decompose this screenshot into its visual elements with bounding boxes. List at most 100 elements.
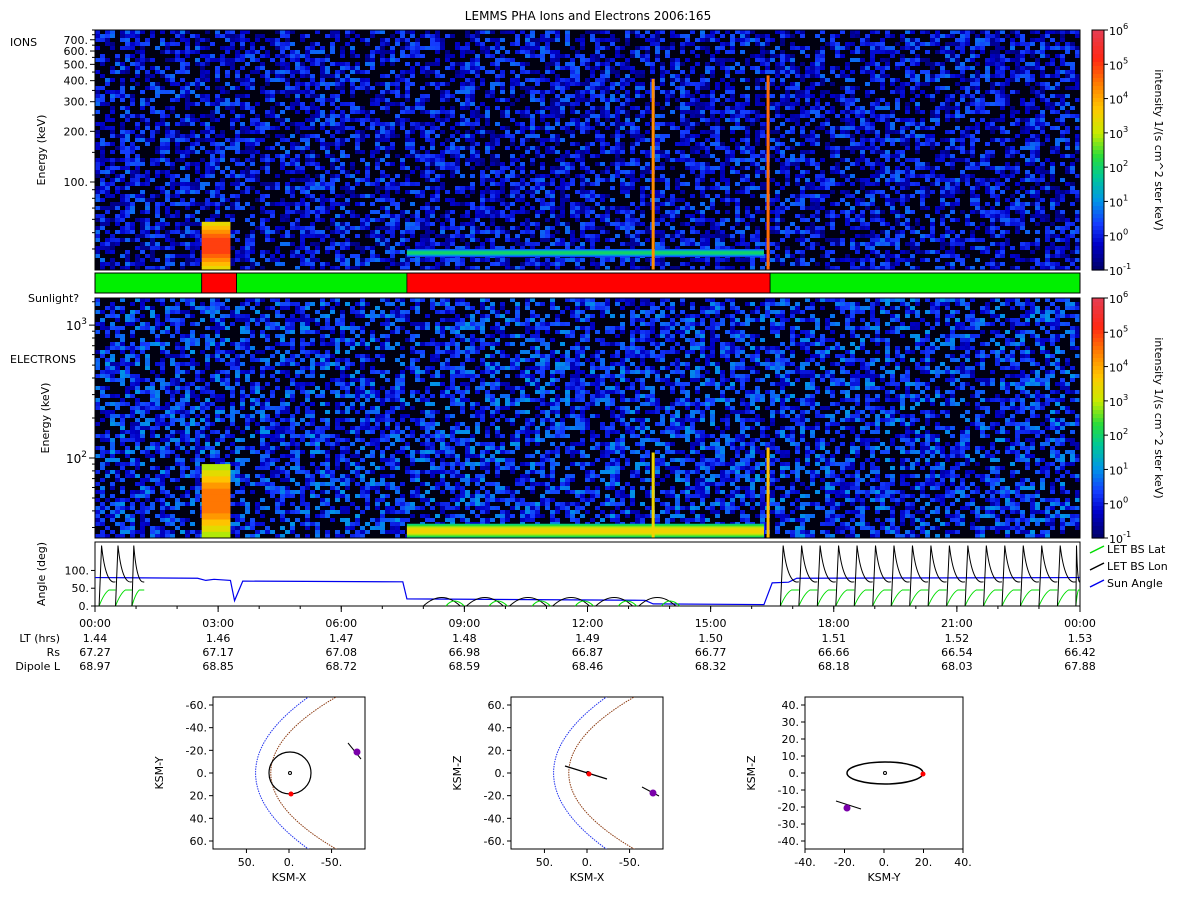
ions-ytick-label: 100. <box>64 176 89 189</box>
ephem-value: 68.97 <box>79 660 111 673</box>
ephem-value: 1.46 <box>206 632 231 645</box>
orbit-ytick-label: -40. <box>778 835 799 848</box>
ephem-value: 1.47 <box>329 632 354 645</box>
heatmap-band <box>406 523 764 539</box>
ephem-value: 68.32 <box>695 660 727 673</box>
colorbar-tick-label: 102 <box>1109 158 1128 175</box>
electrons-yticks: 103 102 <box>66 301 95 528</box>
orbit-ytick-label: -20. <box>778 801 799 814</box>
orbit-ytick-label: 60. <box>488 699 506 712</box>
figure-title: LEMMS PHA Ions and Electrons 2006:165 <box>465 9 711 23</box>
legend-label: Sun Angle <box>1107 577 1163 590</box>
orbit-ytick-label: 30. <box>782 716 800 729</box>
electrons-heatmap <box>95 298 1080 539</box>
orbit-ylabel: KSM-Z <box>451 755 464 791</box>
ephem-value: 68.85 <box>202 660 234 673</box>
orbit-ylabel: KSM-Z <box>745 755 758 791</box>
heatmap-spike <box>651 452 655 538</box>
ephem-value: 1.50 <box>698 632 723 645</box>
sunlight-segment-sun <box>769 272 1081 294</box>
orbit-ytick-label: 0. <box>495 767 506 780</box>
bs-lat-line <box>779 589 1080 607</box>
sun-angle-line <box>94 576 1081 606</box>
orbit-xtick-label: -50. <box>321 856 342 869</box>
orbit-ytick-label: 20. <box>190 790 208 803</box>
legend-swatch <box>1089 562 1105 571</box>
spacecraft-marker <box>920 771 926 777</box>
ions-ytick-label: 600. <box>64 45 89 58</box>
sunlight-segment-shadow <box>406 272 771 294</box>
ephem-value: 66.42 <box>1064 646 1096 659</box>
orbit-xlabel: KSM-X <box>570 871 605 884</box>
orbit-ytick-label: 40. <box>782 699 800 712</box>
bs-lat-arcs <box>445 600 681 607</box>
ions-colorbar: 106 105 104 103 102 101 100 10-1 <box>1091 21 1131 278</box>
heatmap-block <box>201 221 231 271</box>
sunlight-segment-sun <box>236 272 408 294</box>
heatmap-spike <box>766 75 770 270</box>
ephemeris-table: LT (hrs) 1.44 1.46 1.47 1.48 1.49 1.50 1.51 1.52… <box>15 632 1095 673</box>
ephem-value: 67.08 <box>326 646 358 659</box>
ephem-value: 68.03 <box>941 660 973 673</box>
orbit-xtick-label: -40. <box>794 856 815 869</box>
orbit-xlabel: KSM-Y <box>867 871 900 884</box>
heatmap-noise <box>95 298 1080 538</box>
electrons-ylabel: Energy (keV) <box>39 383 52 454</box>
ephem-value: 68.46 <box>572 660 604 673</box>
sunlight-bar <box>94 272 1081 294</box>
orbit-plot-xz: 50. 0. -50. 60. 40. 20. 0. -20. -40. -60. KSM-X KSM… <box>451 696 664 884</box>
colorbar-tick-label: 103 <box>1109 124 1128 141</box>
orbit-xtick-label: 0. <box>582 856 593 869</box>
orbit-xtick-label: -20. <box>834 856 855 869</box>
legend-swatch <box>1089 545 1105 554</box>
ephem-value: 1.52 <box>945 632 970 645</box>
ephem-value: 66.66 <box>818 646 850 659</box>
orbit-xtick-label: 40. <box>954 856 972 869</box>
electrons-colorbar-label: intensity 1/(s cm^2 ster keV) <box>1152 337 1165 498</box>
electrons-colorbar: 106 105 104 103 102 101 100 10-1 <box>1091 289 1131 546</box>
colorbar-tick-label: 100 <box>1109 227 1128 244</box>
ions-ytick-label: 400. <box>64 75 89 88</box>
colorbar-tick-label: 10-1 <box>1109 261 1131 278</box>
orbit-xtick-label: -50. <box>619 856 640 869</box>
orbit-xtick-label: 20. <box>915 856 933 869</box>
colorbar-tick-label: 101 <box>1109 192 1128 209</box>
angle-legend: LET BS Lat LET BS Lon Sun Angle <box>1089 543 1168 590</box>
bow-shock <box>553 697 608 849</box>
time-tick-label: 06:00 <box>325 617 357 630</box>
ephem-value: 67.27 <box>79 646 111 659</box>
ephem-row-label: Dipole L <box>15 660 61 673</box>
ephem-value: 67.88 <box>1064 660 1096 673</box>
cassini-marker <box>649 789 657 797</box>
orbit-ytick-label: 20. <box>488 744 506 757</box>
time-tick-label: 21:00 <box>941 617 973 630</box>
sunlight-segment-sun <box>94 272 203 294</box>
ephem-value: 66.87 <box>572 646 604 659</box>
orbit-ytick-label: -20. <box>186 744 207 757</box>
orbit-ytick-label: -30. <box>778 818 799 831</box>
angle-ytick-label: 100. <box>65 564 90 577</box>
bs-lon-line <box>779 545 1081 607</box>
colorbar-tick-label: 105 <box>1109 323 1128 340</box>
time-tick-label: 09:00 <box>449 617 481 630</box>
ephem-value: 1.44 <box>83 632 108 645</box>
orbit-xtick-label: 0. <box>284 856 295 869</box>
ephem-value: 66.77 <box>695 646 727 659</box>
magnetopause <box>270 697 338 849</box>
bs-lat-line <box>98 589 145 607</box>
sunlight-segment-shadow <box>201 272 237 294</box>
colorbar-tick-label: 106 <box>1109 289 1128 306</box>
orbit-xlabel: KSM-X <box>272 871 307 884</box>
saturn <box>288 771 292 775</box>
ions-yticks: 700.600.500. 400. 300. 200. 100. <box>64 29 95 250</box>
orbit-ytick-label: 40. <box>488 722 506 735</box>
orbit-ytick-label: -20. <box>484 790 505 803</box>
ions-label: IONS <box>10 36 37 49</box>
orbit-xtick-label: 50. <box>238 856 256 869</box>
time-tick-label: 15:00 <box>695 617 727 630</box>
ions-ytick-label: 500. <box>64 58 89 71</box>
ions-colorbar-label: intensity 1/(s cm^2 ster keV) <box>1152 69 1165 230</box>
ephem-value: 68.72 <box>326 660 358 673</box>
